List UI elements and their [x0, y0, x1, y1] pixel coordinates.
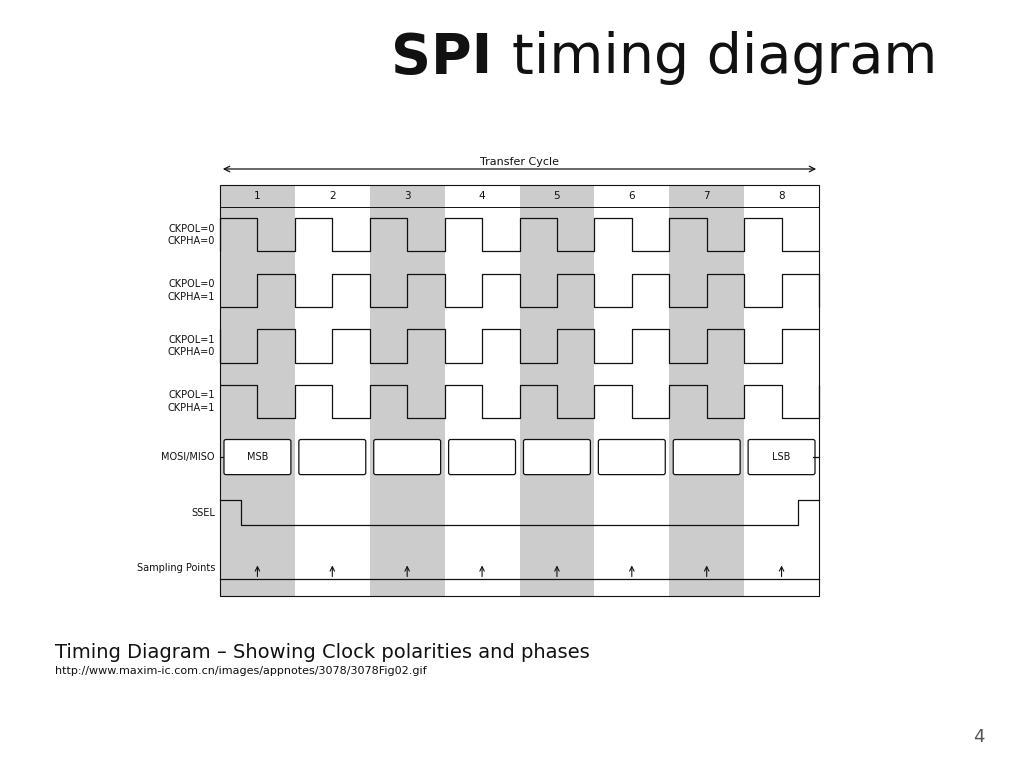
- Text: SSEL: SSEL: [191, 508, 215, 518]
- Text: CKPOL=1
CKPHA=0: CKPOL=1 CKPHA=0: [168, 335, 215, 357]
- Bar: [670, 185, 744, 596]
- Text: CKPOL=0
CKPHA=0: CKPOL=0 CKPHA=0: [168, 223, 215, 246]
- FancyBboxPatch shape: [673, 439, 740, 475]
- Text: 4: 4: [479, 191, 485, 201]
- Text: 2: 2: [329, 191, 336, 201]
- Text: timing diagram: timing diagram: [512, 31, 937, 85]
- Bar: [220, 185, 295, 596]
- Bar: [519, 185, 594, 596]
- Text: MSB: MSB: [247, 452, 268, 462]
- Text: CKPOL=1
CKPHA=1: CKPOL=1 CKPHA=1: [168, 390, 215, 412]
- Text: 7: 7: [703, 191, 710, 201]
- Text: http://www.maxim-ic.com.cn/images/appnotes/3078/3078Fig02.gif: http://www.maxim-ic.com.cn/images/appnot…: [55, 666, 427, 676]
- Text: 3: 3: [403, 191, 411, 201]
- Bar: [220, 185, 819, 596]
- Text: 4: 4: [974, 728, 985, 746]
- FancyBboxPatch shape: [374, 439, 440, 475]
- Text: Transfer Cycle: Transfer Cycle: [480, 157, 559, 167]
- FancyBboxPatch shape: [598, 439, 666, 475]
- Text: LSB: LSB: [772, 452, 791, 462]
- Text: Timing Diagram – Showing Clock polarities and phases: Timing Diagram – Showing Clock polaritie…: [55, 644, 590, 663]
- FancyBboxPatch shape: [299, 439, 366, 475]
- Text: 6: 6: [629, 191, 635, 201]
- FancyBboxPatch shape: [523, 439, 591, 475]
- Text: 1: 1: [254, 191, 261, 201]
- Text: 8: 8: [778, 191, 784, 201]
- Text: CKPOL=0
CKPHA=1: CKPOL=0 CKPHA=1: [168, 279, 215, 302]
- Bar: [370, 185, 444, 596]
- FancyBboxPatch shape: [224, 439, 291, 475]
- FancyBboxPatch shape: [749, 439, 815, 475]
- Text: SPI: SPI: [391, 31, 512, 85]
- Text: 5: 5: [554, 191, 560, 201]
- FancyBboxPatch shape: [449, 439, 515, 475]
- Text: Sampling Points: Sampling Points: [136, 563, 215, 573]
- Text: MOSI/MISO: MOSI/MISO: [162, 452, 215, 462]
